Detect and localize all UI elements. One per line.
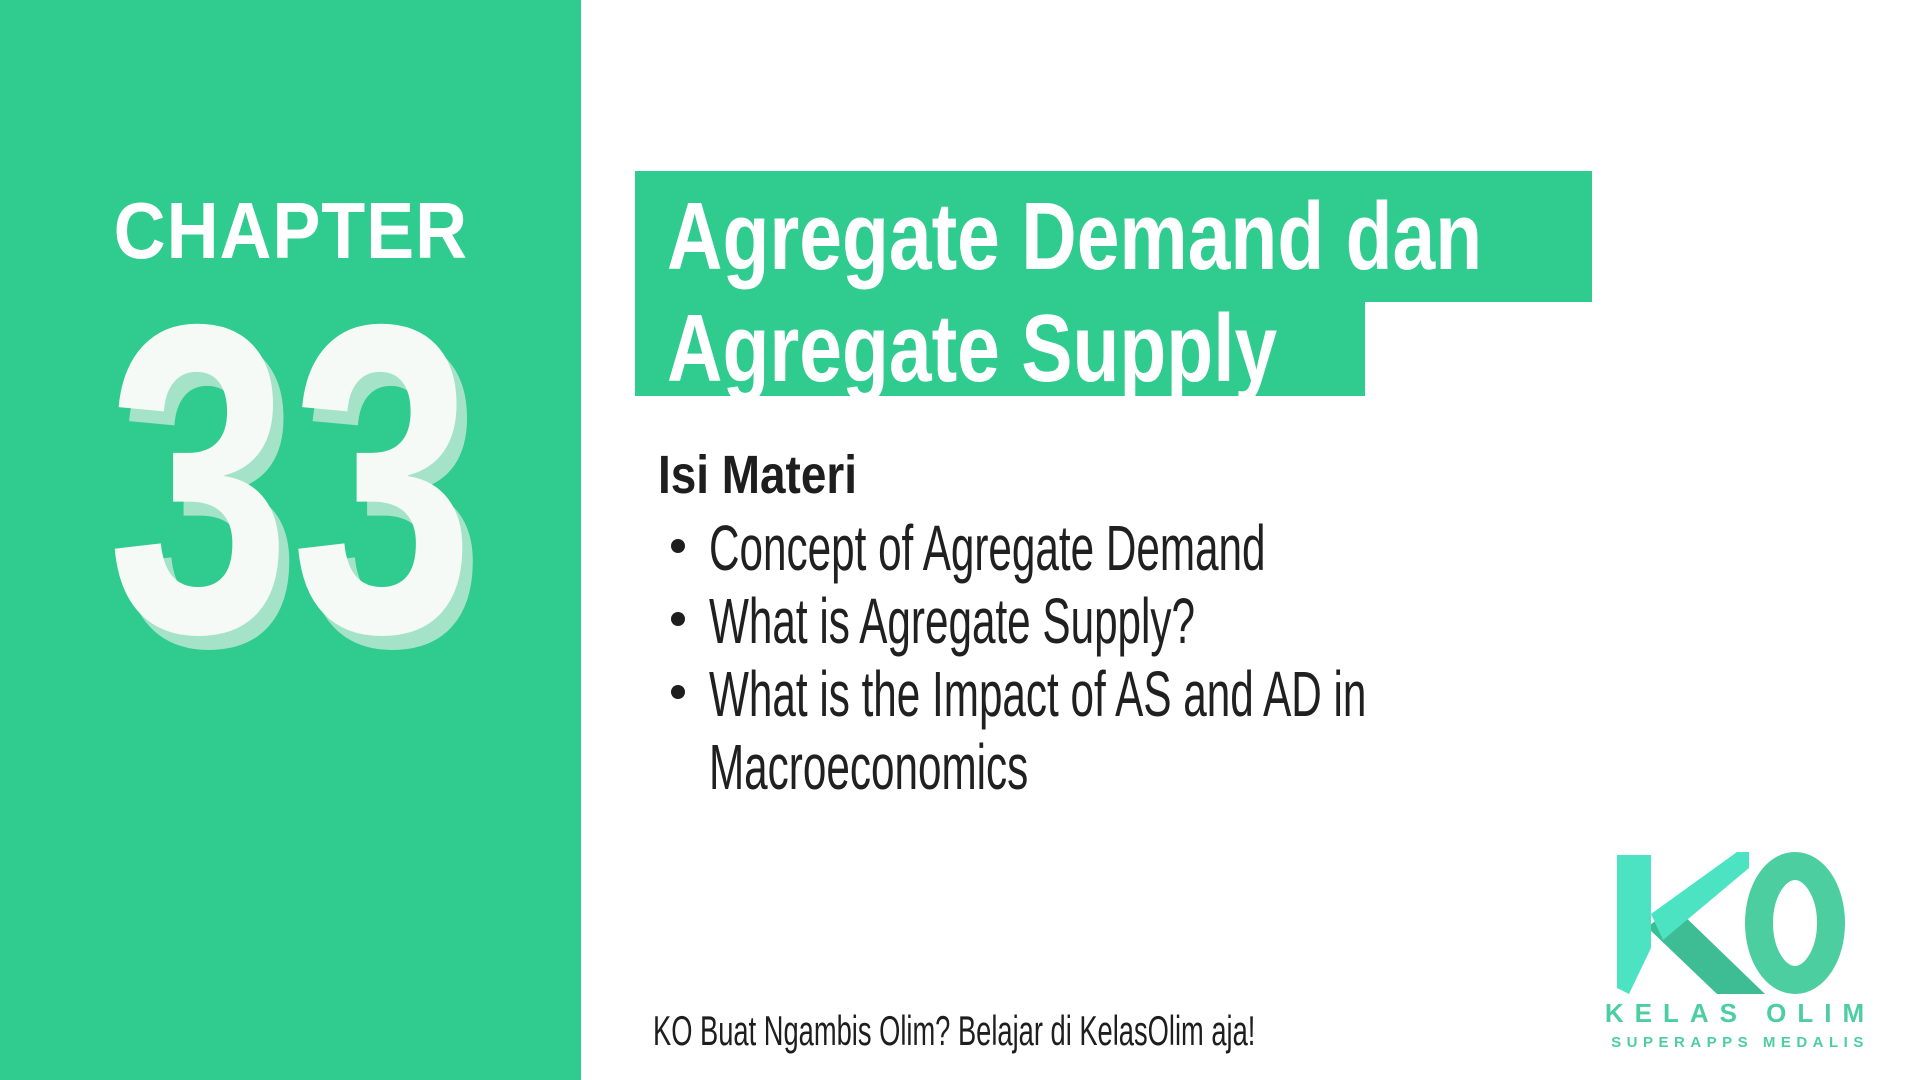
title-text-line2: Agregate Supply <box>667 295 1278 402</box>
title-block-line1: Agregate Demand dan <box>635 171 1592 302</box>
chapter-number-text: 33 <box>106 234 475 725</box>
tagline-text: KO Buat Ngambis Olim? Belajar di KelasOl… <box>653 1007 1256 1054</box>
logo-k-arm-shape <box>1651 852 1749 940</box>
bullet-text: Concept of Agregate Demand <box>709 512 1266 584</box>
bullet-dot <box>671 539 685 553</box>
bullet-item: Concept of Agregate Demand <box>671 512 1705 585</box>
title-block-line2: Agregate Supply <box>635 295 1365 402</box>
brand-subtitle: SUPERAPPS MEDALIS <box>1611 1034 1869 1051</box>
ko-monogram-icon <box>1617 852 1845 994</box>
bullet-list: Concept of Agregate Demand What is Agreg… <box>671 512 1705 804</box>
tagline: KO Buat Ngambis Olim? Belajar di KelasOl… <box>653 1008 1580 1054</box>
chapter-label-text: CHAPTER <box>113 186 468 275</box>
brand-name: KELAS OLIM <box>1604 998 1876 1028</box>
section-heading: Isi Materi <box>658 446 892 504</box>
title-text-line1: Agregate Demand dan <box>667 182 1483 290</box>
bullet-item: What is the Impact of AS and AD in Macro… <box>671 658 1705 804</box>
logo-k-leg-shape <box>1647 907 1765 994</box>
left-panel: CHAPTER 33 <box>0 0 581 1080</box>
chapter-label: CHAPTER <box>0 186 581 276</box>
chapter-number: 33 <box>0 260 581 700</box>
logo-o-shape <box>1745 852 1845 994</box>
section-heading-text: Isi Materi <box>658 445 857 505</box>
bullet-text: What is the Impact of AS and AD in Macro… <box>709 658 1367 803</box>
bullet-item: What is Agregate Supply? <box>671 585 1705 658</box>
brand-logo: KELAS OLIM SUPERAPPS MEDALIS <box>1600 845 1880 1060</box>
bullet-dot <box>671 612 685 626</box>
bullet-text: What is Agregate Supply? <box>709 585 1196 657</box>
logo-k-stem-shape <box>1617 855 1651 994</box>
bullet-dot <box>671 685 685 699</box>
